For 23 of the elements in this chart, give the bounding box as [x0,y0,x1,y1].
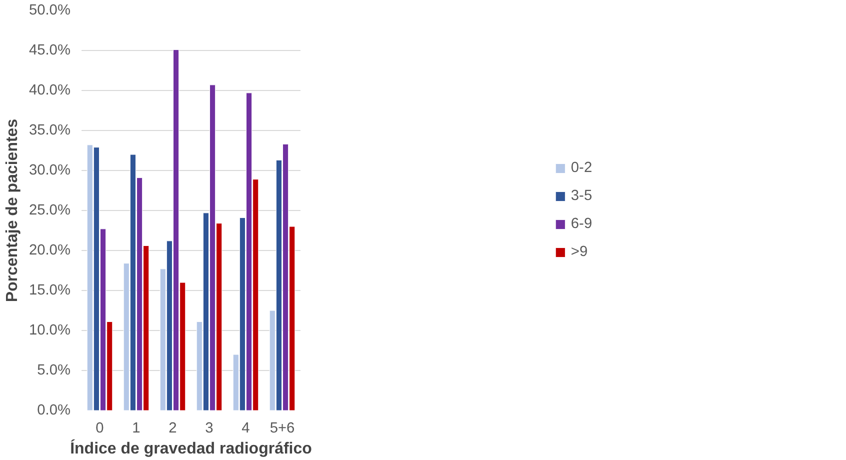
y-tick-label: 40.0% [28,82,71,98]
x-tick-label: 5+6 [270,420,295,436]
legend-label: 0-2 [570,160,592,176]
y-tick-label: 20.0% [28,242,71,258]
y-tick-label: 30.0% [28,162,71,178]
x-axis-title: Índice de gravedad radiográfico [70,438,312,458]
legend-label: >9 [570,244,589,260]
y-tick-label: 15.0% [28,282,71,298]
x-tick-label: 3 [205,420,214,436]
y-tick-label: 50.0% [28,2,71,18]
y-tick-label: 35.0% [28,122,71,138]
y-axis-title: Porcentaje de pacientes [4,118,21,302]
x-tick-label: 4 [242,420,250,436]
y-tick-label: 45.0% [28,42,71,58]
y-tick-label: 5.0% [37,362,70,378]
y-tick-label: 25.0% [28,202,71,218]
y-tick-label: 0.0% [37,402,70,418]
x-tick-label: 2 [168,420,177,436]
x-tick-label: 1 [132,420,140,436]
legend-label: 3-5 [570,188,592,204]
legend-label: 6-9 [570,216,592,232]
x-tick-label: 0 [96,420,104,436]
y-tick-label: 10.0% [28,322,71,338]
